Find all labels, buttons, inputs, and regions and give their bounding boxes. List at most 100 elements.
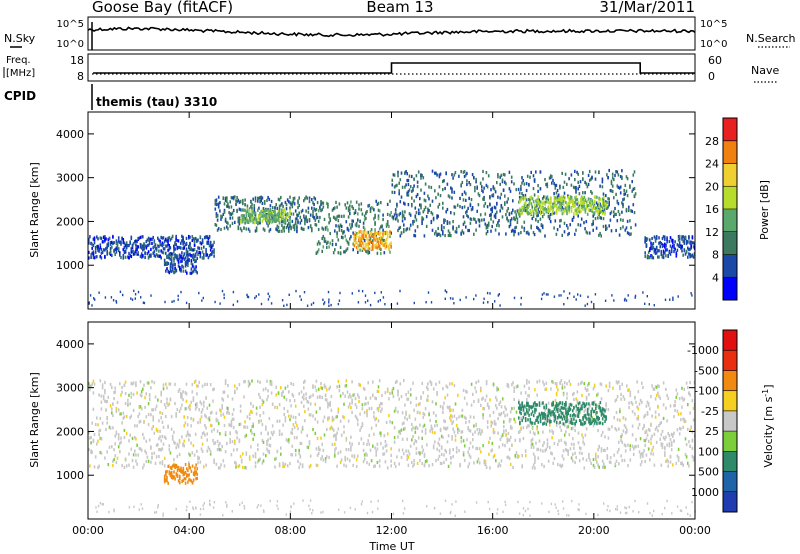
range-cell bbox=[152, 415, 154, 419]
range-cell bbox=[413, 233, 415, 238]
range-cell bbox=[289, 195, 291, 199]
range-cell bbox=[667, 431, 669, 436]
range-cell bbox=[477, 457, 480, 461]
range-cell bbox=[144, 251, 146, 255]
range-cell bbox=[375, 243, 377, 247]
range-cell bbox=[654, 410, 657, 414]
range-cell bbox=[91, 382, 93, 386]
range-cell bbox=[106, 399, 108, 404]
range-cell bbox=[568, 433, 571, 437]
range-cell bbox=[534, 203, 536, 207]
range-cell bbox=[590, 461, 592, 465]
range-cell bbox=[135, 453, 137, 457]
range-cell bbox=[185, 250, 188, 254]
range-cell bbox=[639, 398, 642, 402]
range-cell bbox=[539, 212, 542, 216]
range-cell bbox=[345, 438, 348, 442]
range-cell bbox=[181, 264, 183, 268]
range-cell bbox=[565, 442, 567, 446]
range-cell bbox=[530, 211, 533, 215]
range-cell bbox=[636, 380, 638, 384]
range-cell bbox=[580, 199, 582, 203]
range-cell bbox=[630, 400, 633, 405]
range-cell bbox=[117, 247, 120, 251]
range-cell bbox=[678, 241, 681, 245]
range-cell bbox=[569, 195, 572, 199]
range-cell bbox=[201, 432, 204, 436]
range-cell bbox=[327, 240, 329, 244]
range-cell bbox=[406, 178, 408, 183]
range-cell bbox=[151, 241, 153, 245]
range-cell bbox=[276, 419, 279, 423]
range-cell bbox=[535, 218, 537, 222]
range-cell bbox=[547, 209, 550, 213]
range-cell bbox=[355, 416, 358, 420]
range-cell bbox=[597, 463, 599, 467]
range-cell bbox=[590, 199, 592, 203]
range-cell bbox=[622, 225, 624, 229]
range-cell bbox=[224, 217, 227, 221]
range-cell bbox=[357, 422, 359, 426]
range-cell bbox=[404, 403, 406, 407]
range-cell bbox=[644, 251, 646, 255]
range-cell bbox=[563, 303, 565, 306]
range-cell bbox=[522, 208, 525, 212]
range-cell bbox=[591, 416, 594, 420]
range-cell bbox=[303, 397, 305, 401]
range-cell bbox=[544, 178, 546, 182]
range-cell bbox=[190, 246, 192, 250]
range-cell bbox=[607, 389, 610, 393]
range-cell bbox=[177, 257, 180, 261]
range-cell bbox=[518, 214, 521, 218]
range-cell bbox=[116, 244, 119, 249]
range-cell bbox=[385, 245, 388, 249]
range-cell bbox=[328, 387, 330, 391]
range-cell bbox=[158, 245, 160, 249]
range-cell bbox=[607, 197, 609, 201]
range-cell bbox=[391, 190, 394, 194]
range-cell bbox=[417, 436, 420, 440]
range-cell bbox=[323, 433, 326, 437]
range-cell bbox=[446, 221, 449, 225]
range-cell bbox=[125, 243, 128, 247]
range-cell bbox=[643, 449, 645, 453]
range-cell bbox=[498, 402, 500, 406]
range-cell bbox=[620, 392, 622, 396]
range-cell bbox=[248, 382, 251, 386]
noise-right-tick-top: 10^5 bbox=[700, 19, 727, 30]
range-cell bbox=[385, 237, 388, 241]
range-cell bbox=[92, 237, 95, 241]
range-cell bbox=[221, 444, 223, 449]
range-cell bbox=[396, 202, 398, 206]
range-cell bbox=[446, 385, 449, 389]
range-cell bbox=[569, 223, 571, 227]
range-cell bbox=[517, 187, 520, 191]
range-cell bbox=[315, 207, 318, 212]
range-cell bbox=[131, 250, 134, 254]
range-cell bbox=[244, 425, 246, 429]
range-cell bbox=[684, 252, 687, 256]
range-cell bbox=[198, 291, 200, 295]
range-cell bbox=[396, 213, 398, 217]
range-cell bbox=[168, 271, 171, 275]
range-cell bbox=[466, 402, 468, 406]
range-cell bbox=[426, 459, 428, 463]
range-cell bbox=[422, 415, 425, 419]
range-cell bbox=[163, 464, 166, 468]
range-cell bbox=[168, 236, 171, 240]
range-cell bbox=[308, 442, 311, 446]
range-cell bbox=[642, 454, 644, 458]
range-cell bbox=[555, 183, 558, 187]
power-colorbar-swatch bbox=[723, 254, 737, 278]
range-cell bbox=[330, 303, 332, 307]
range-cell bbox=[567, 208, 569, 212]
range-cell bbox=[377, 201, 380, 205]
range-cell bbox=[420, 188, 422, 192]
range-cell bbox=[331, 415, 334, 419]
range-cell bbox=[522, 179, 524, 183]
range-cell bbox=[361, 422, 364, 426]
range-cell bbox=[393, 426, 396, 430]
range-cell bbox=[575, 397, 577, 401]
range-cell bbox=[312, 428, 314, 432]
range-cell bbox=[489, 195, 491, 199]
